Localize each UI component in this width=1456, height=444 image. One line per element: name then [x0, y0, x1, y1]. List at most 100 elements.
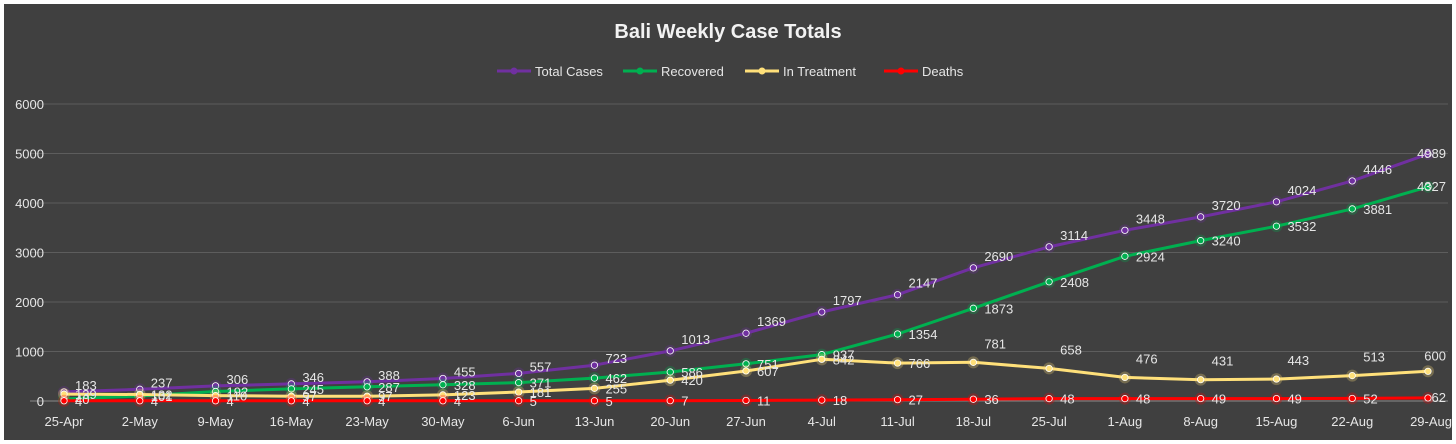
- data-label: 658: [1060, 342, 1082, 357]
- data-label: 5: [605, 394, 612, 409]
- data-label: 388: [378, 368, 400, 383]
- data-point: [1121, 226, 1129, 234]
- data-label: 139: [75, 387, 97, 402]
- data-label: 3532: [1287, 219, 1316, 234]
- y-axis-ticks: 0 1000 2000 3000 4000 5000 6000: [15, 97, 44, 409]
- data-label: 4: [302, 394, 309, 409]
- chart-title: Bali Weekly Case Totals: [614, 21, 841, 43]
- data-point: [439, 397, 447, 405]
- data-label: 4: [227, 394, 234, 409]
- data-label: 1354: [909, 327, 938, 342]
- x-tick-label: 13-Jun: [575, 414, 615, 429]
- data-point: [590, 397, 599, 405]
- data-label: 49: [1212, 392, 1226, 407]
- x-tick-label: 16-May: [270, 414, 314, 429]
- data-point: [1424, 394, 1432, 402]
- x-tick-label: 23-May: [345, 414, 389, 429]
- data-label: 255: [605, 381, 627, 396]
- data-point: [893, 330, 902, 338]
- legend-marker: [897, 67, 905, 75]
- data-point: [666, 376, 674, 384]
- x-tick-label: 25-Apr: [44, 414, 84, 429]
- data-label: 455: [454, 364, 476, 379]
- x-tick-label: 1-Aug: [1108, 414, 1143, 429]
- data-label: 287: [378, 380, 400, 395]
- data-label: 11: [757, 393, 771, 408]
- data-label: 723: [605, 351, 627, 366]
- data-label: 586: [681, 365, 703, 380]
- data-label: 4: [75, 394, 82, 409]
- data-label: 346: [302, 370, 324, 385]
- legend-marker: [636, 67, 644, 75]
- data-point: [818, 355, 826, 363]
- x-tick-label: 27-Jun: [726, 414, 766, 429]
- data-label: 192: [227, 384, 249, 399]
- data-label: 1013: [681, 332, 710, 347]
- data-label: 557: [530, 359, 552, 374]
- data-point: [1348, 177, 1356, 185]
- data-label: 4: [378, 394, 385, 409]
- data-label: 328: [454, 378, 476, 393]
- data-point: [1424, 367, 1432, 375]
- data-label: 607: [757, 364, 779, 379]
- data-label: 600: [1424, 348, 1446, 363]
- data-label: 462: [605, 371, 627, 386]
- data-point: [1045, 364, 1053, 373]
- data-label: 4: [454, 394, 461, 409]
- data-label: 371: [530, 376, 552, 391]
- data-label: 132: [151, 387, 173, 402]
- chart-background: [4, 4, 1452, 440]
- data-label: 4024: [1287, 183, 1316, 198]
- legend-label: In Treatment: [783, 64, 856, 79]
- data-label: 7: [681, 394, 688, 409]
- data-label: 123: [454, 388, 476, 403]
- x-tick-label: 29-Aug: [1410, 414, 1452, 429]
- data-point: [287, 397, 295, 405]
- data-label: 3240: [1212, 234, 1241, 249]
- data-label: 431: [1212, 354, 1234, 369]
- data-label: 48: [1060, 392, 1074, 407]
- data-point: [1348, 205, 1356, 213]
- data-point: [742, 396, 750, 405]
- data-label: 110: [227, 389, 248, 404]
- legend-label: Recovered: [661, 64, 724, 79]
- x-tick-label: 2-May: [122, 414, 159, 429]
- data-point: [1045, 278, 1053, 286]
- data-point: [1197, 213, 1205, 221]
- data-point: [1121, 252, 1129, 260]
- x-tick-label: 9-May: [197, 414, 234, 429]
- data-label: 49: [1287, 392, 1301, 407]
- data-point: [363, 397, 371, 405]
- data-point: [1424, 150, 1432, 158]
- y-tick-label: 0: [37, 394, 44, 409]
- data-label: 1797: [833, 293, 862, 308]
- x-tick-label: 8-Aug: [1183, 414, 1218, 429]
- y-tick-label: 5000: [15, 147, 44, 162]
- data-label: 181: [530, 385, 552, 400]
- data-label: 1369: [757, 314, 786, 329]
- data-point: [893, 396, 902, 404]
- data-label: 3881: [1363, 202, 1392, 217]
- legend-label: Deaths: [922, 64, 964, 79]
- x-tick-label: 18-Jul: [956, 414, 992, 429]
- y-tick-label: 3000: [15, 246, 44, 261]
- data-label: 183: [75, 378, 97, 393]
- data-label: 5: [530, 394, 537, 409]
- data-point: [1272, 198, 1281, 206]
- y-tick-label: 4000: [15, 196, 44, 211]
- data-point: [287, 385, 295, 393]
- data-label: 97: [302, 389, 316, 404]
- data-label: 36: [984, 392, 998, 407]
- data-point: [969, 395, 977, 403]
- data-label: 245: [302, 382, 324, 397]
- data-label: 2147: [909, 276, 938, 291]
- data-label: 751: [757, 357, 779, 372]
- data-label: 937: [833, 348, 855, 363]
- legend-label: Total Cases: [535, 64, 603, 79]
- x-axis-ticks: 25-Apr 2-May 9-May 16-May 23-May 30-May 6-Jun 1…: [44, 414, 1452, 429]
- data-label: 1873: [984, 301, 1013, 316]
- series-lines: [58, 148, 1434, 407]
- y-tick-label: 6000: [15, 97, 44, 112]
